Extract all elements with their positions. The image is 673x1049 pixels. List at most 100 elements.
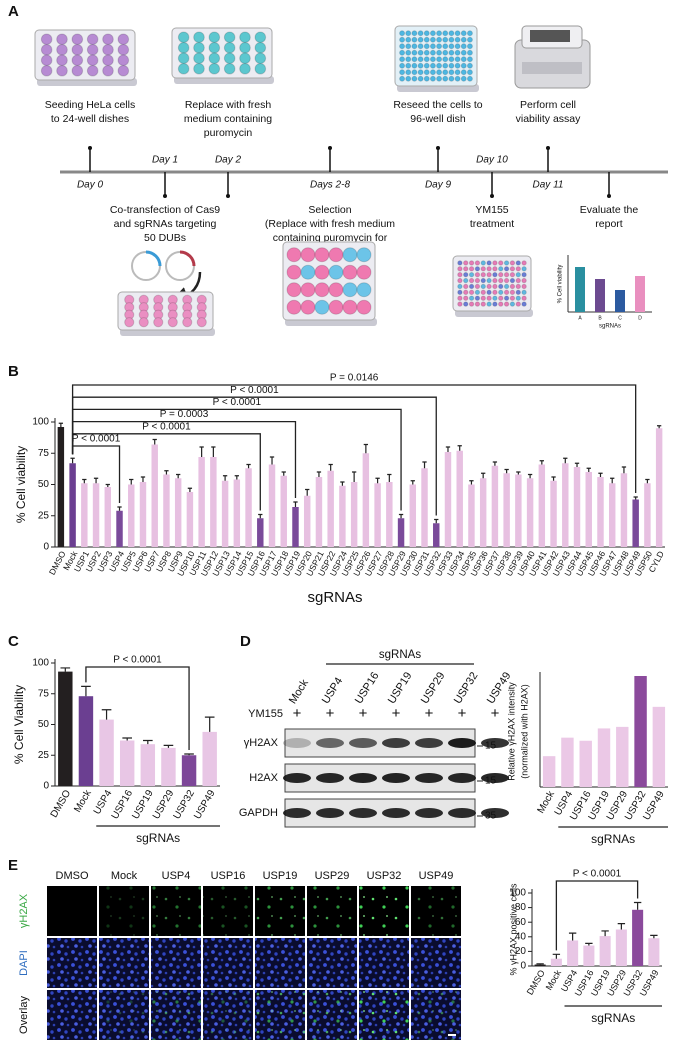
- well: [448, 75, 455, 82]
- bar: [119, 740, 135, 786]
- well: [474, 260, 481, 266]
- well: [411, 62, 418, 69]
- step-text: 50 DUBs: [144, 232, 186, 244]
- x-tick-label: DMSO: [49, 788, 74, 820]
- well: [314, 282, 330, 298]
- bar: [597, 728, 611, 787]
- blot-band: [316, 773, 344, 783]
- well: [405, 30, 412, 37]
- well: [429, 69, 436, 76]
- well: [442, 62, 449, 69]
- well: [429, 75, 436, 82]
- micrograph: [47, 886, 97, 936]
- error-bar: [105, 483, 110, 487]
- well: [286, 299, 302, 315]
- bar: [615, 929, 627, 966]
- y-tick-label: 80: [515, 902, 527, 913]
- well: [480, 271, 486, 278]
- well: [515, 289, 521, 296]
- well: [399, 75, 406, 82]
- well: [466, 36, 473, 43]
- blot-band: [481, 808, 509, 818]
- well: [442, 69, 449, 76]
- mini-bar: [575, 267, 585, 312]
- blot-frame: [284, 798, 476, 828]
- micrograph: [203, 938, 253, 988]
- well: [423, 36, 430, 43]
- well: [468, 271, 475, 278]
- bar: [57, 427, 65, 547]
- p-value: P < 0.0001: [230, 385, 279, 396]
- step-text: Seeding HeLa cells: [45, 99, 135, 111]
- well: [399, 69, 406, 76]
- timeline-dot: [328, 146, 332, 150]
- error-bar: [552, 953, 561, 959]
- bar: [599, 936, 611, 966]
- error-bar: [568, 932, 577, 941]
- error-bar: [645, 478, 650, 484]
- well: [423, 62, 430, 69]
- well: [463, 283, 469, 290]
- well: [417, 30, 424, 37]
- error-bar: [184, 753, 194, 756]
- well: [468, 260, 475, 266]
- treatment-sign: +: [458, 705, 467, 722]
- image-column-label: USP32: [367, 870, 402, 882]
- bar: [257, 518, 264, 547]
- step-text: Co-transfection of Cas9: [110, 204, 220, 216]
- bar: [515, 474, 522, 547]
- well: [405, 69, 412, 76]
- blot-band: [283, 808, 311, 818]
- y-tick-label: 75: [38, 448, 50, 459]
- error-bar: [574, 462, 580, 467]
- well: [423, 56, 430, 63]
- well: [71, 43, 84, 56]
- well: [193, 41, 205, 54]
- well: [492, 301, 498, 307]
- well: [300, 299, 316, 315]
- well: [102, 54, 114, 67]
- plate: [282, 241, 376, 321]
- well: [86, 64, 99, 77]
- blot-band: [448, 738, 476, 748]
- well: [498, 260, 504, 266]
- well: [474, 301, 481, 307]
- well: [208, 62, 221, 75]
- micrograph-signal: [99, 990, 149, 1040]
- lane-label: USP19: [386, 670, 415, 706]
- well: [40, 43, 53, 56]
- well: [515, 266, 521, 272]
- well: [442, 75, 449, 82]
- well: [448, 36, 455, 43]
- p-value: P < 0.0001: [142, 421, 191, 432]
- well: [468, 295, 475, 301]
- well: [480, 289, 486, 296]
- bar: [562, 463, 569, 547]
- error-bar: [410, 480, 415, 485]
- well: [492, 289, 498, 296]
- error-bar: [585, 942, 593, 946]
- well: [503, 271, 510, 278]
- image-row-label: Overlay: [18, 996, 30, 1034]
- micrograph-signal: [359, 886, 409, 936]
- bar: [479, 478, 487, 547]
- bar: [161, 747, 176, 786]
- timeline-dot: [607, 194, 611, 198]
- y-axis-label: % Cell viability: [14, 446, 28, 523]
- well: [117, 33, 130, 46]
- blot-band: [415, 773, 443, 783]
- well: [417, 49, 424, 56]
- panel-label: A: [8, 3, 19, 20]
- bar: [81, 483, 88, 547]
- bar: [542, 756, 556, 787]
- error-bar: [234, 475, 239, 480]
- bar: [350, 482, 358, 547]
- error-bar: [610, 477, 615, 484]
- well: [457, 289, 463, 296]
- error-bar: [222, 475, 228, 481]
- well: [498, 271, 504, 278]
- mini-x-label: sgRNAs: [599, 324, 621, 330]
- step-text: 96-well dish: [410, 113, 466, 125]
- well: [460, 56, 467, 63]
- micrograph-signal: [255, 886, 305, 936]
